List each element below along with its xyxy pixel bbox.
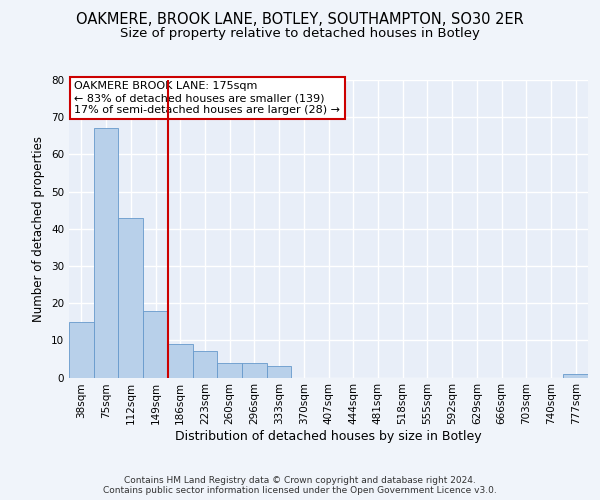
Bar <box>168 344 193 378</box>
Bar <box>143 310 168 378</box>
Bar <box>267 366 292 378</box>
Bar <box>217 362 242 378</box>
Bar <box>242 362 267 378</box>
Bar <box>94 128 118 378</box>
Text: OAKMERE BROOK LANE: 175sqm
← 83% of detached houses are smaller (139)
17% of sem: OAKMERE BROOK LANE: 175sqm ← 83% of deta… <box>74 82 340 114</box>
Y-axis label: Number of detached properties: Number of detached properties <box>32 136 46 322</box>
Text: Size of property relative to detached houses in Botley: Size of property relative to detached ho… <box>120 28 480 40</box>
Text: Contains HM Land Registry data © Crown copyright and database right 2024.
Contai: Contains HM Land Registry data © Crown c… <box>103 476 497 495</box>
Text: OAKMERE, BROOK LANE, BOTLEY, SOUTHAMPTON, SO30 2ER: OAKMERE, BROOK LANE, BOTLEY, SOUTHAMPTON… <box>76 12 524 28</box>
X-axis label: Distribution of detached houses by size in Botley: Distribution of detached houses by size … <box>175 430 482 443</box>
Bar <box>69 322 94 378</box>
Bar <box>563 374 588 378</box>
Bar <box>193 352 217 378</box>
Bar <box>118 218 143 378</box>
